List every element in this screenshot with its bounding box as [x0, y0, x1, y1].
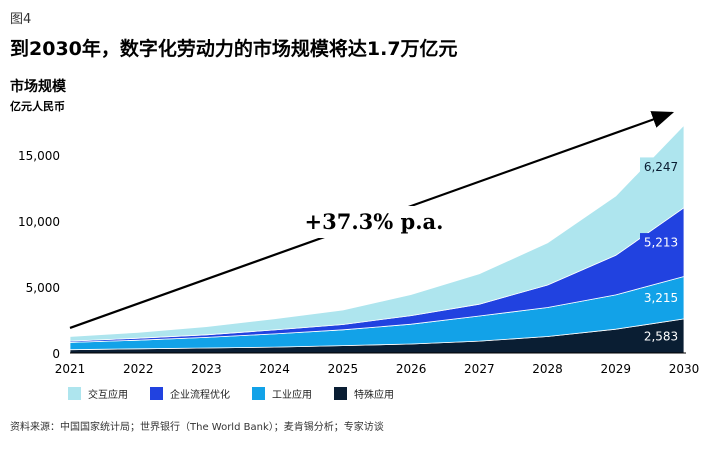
- data-label-bg: [640, 288, 682, 307]
- x-tick-label: 2027: [464, 362, 495, 376]
- x-tick-label: 2026: [396, 362, 427, 376]
- legend-swatch: [150, 387, 163, 400]
- cagr-annotation: +37.3% p.a.: [305, 209, 444, 234]
- legend-swatch: [68, 387, 81, 400]
- x-tick-label: 2023: [191, 362, 222, 376]
- legend-label: 特殊应用: [354, 390, 394, 401]
- data-label: 5,213: [644, 236, 678, 250]
- y-axis-unit: 亿元人民币: [10, 100, 65, 113]
- annotation-bg: [303, 206, 445, 238]
- legend-item-special: 特殊应用: [334, 386, 394, 401]
- area-series-3: [69, 124, 685, 342]
- legend-swatch: [334, 387, 347, 400]
- x-tick-label: 2021: [55, 362, 86, 376]
- x-tick-label: 2022: [123, 362, 154, 376]
- legend-label: 交互应用: [88, 390, 128, 401]
- data-label: 2,583: [644, 329, 678, 343]
- y-axis-title: 市场规模: [10, 79, 66, 95]
- chart-title: 到2030年，数字化劳动力的市场规模将达1.7万亿元: [10, 38, 458, 60]
- figure-label: 图4: [10, 12, 32, 27]
- legend-item-process: 企业流程优化: [150, 386, 230, 401]
- legend-label: 企业流程优化: [170, 390, 230, 401]
- data-label-bg: [640, 157, 682, 176]
- legend-item-industrial: 工业应用: [252, 386, 312, 401]
- y-tick-label: 15,000: [18, 149, 60, 163]
- x-tick-label: 2030: [669, 362, 700, 376]
- source-note: 资料来源：中国国家统计局；世界银行（The World Bank）；麦肯锡分析；…: [10, 422, 384, 433]
- data-label: 3,215: [644, 291, 678, 305]
- y-tick-label: 5,000: [26, 281, 60, 295]
- x-tick-label: 2025: [328, 362, 359, 376]
- legend: 交互应用 企业流程优化 工业应用 特殊应用: [68, 386, 394, 401]
- legend-label: 工业应用: [272, 390, 312, 401]
- x-tick-label: 2028: [532, 362, 563, 376]
- data-label-bg: [640, 326, 682, 345]
- legend-swatch: [252, 387, 265, 400]
- data-label: 6,247: [644, 160, 678, 174]
- x-tick-label: 2024: [259, 362, 290, 376]
- legend-item-interactive: 交互应用: [68, 386, 128, 401]
- x-tick-label: 2029: [601, 362, 632, 376]
- y-tick-label: 10,000: [18, 215, 60, 229]
- data-label-bg: [640, 233, 682, 252]
- y-tick-label: 0: [52, 347, 60, 361]
